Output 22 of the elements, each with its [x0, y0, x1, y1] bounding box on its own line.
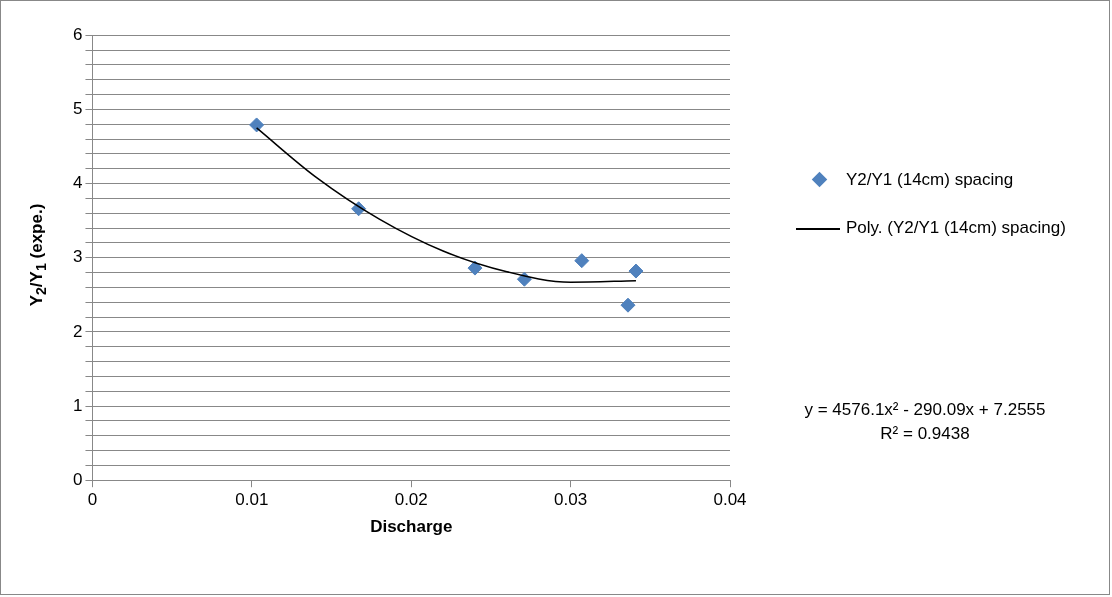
x-tick-label: 0.03: [554, 490, 588, 510]
y-tick-label: 2: [72, 321, 83, 341]
y-tick-label: 3: [72, 247, 83, 267]
y-tick-label: 1: [72, 395, 83, 415]
y-tick-label: 6: [72, 24, 83, 44]
point: [249, 117, 265, 133]
legend-label: Y2/Y1 (14cm) spacing: [846, 170, 1014, 190]
x-tick-label: 0.01: [235, 490, 269, 510]
y-tick-label: 4: [72, 173, 83, 193]
y-tick-label: 5: [72, 99, 83, 119]
legend-label: Poly. (Y2/Y1 (14cm) spacing): [846, 218, 1066, 238]
point: [574, 253, 590, 269]
x-tick-label: 0.02: [394, 490, 428, 510]
x-tick-label: 0.04: [713, 490, 747, 510]
x-tick-label: 0: [87, 490, 98, 510]
point: [620, 297, 636, 313]
x-axis-title: Discharge: [370, 517, 453, 537]
y-tick-label: 0: [72, 469, 83, 489]
point: [467, 260, 483, 276]
point: [628, 263, 644, 279]
text: y = 4576.1x² - 290.09x + 7.2555: [803, 399, 1047, 421]
text: R² = 0.9438: [879, 423, 971, 445]
